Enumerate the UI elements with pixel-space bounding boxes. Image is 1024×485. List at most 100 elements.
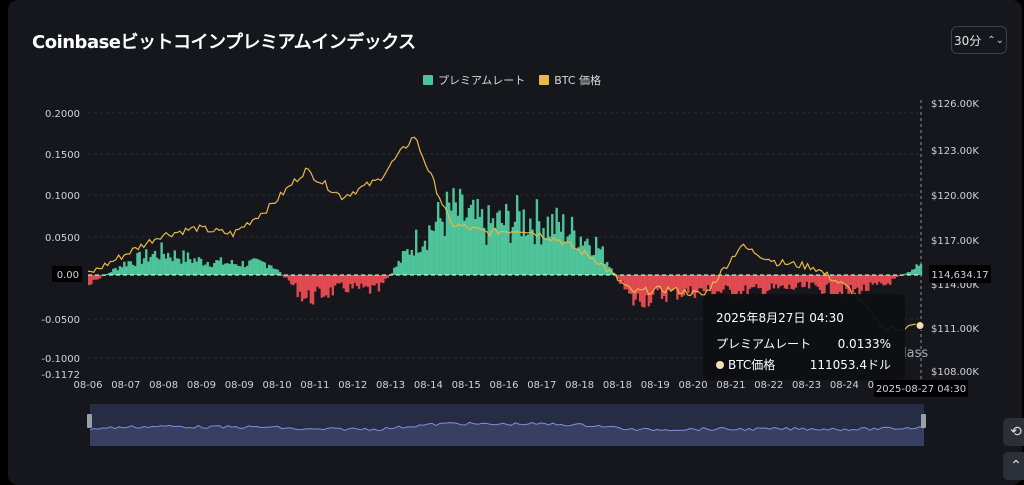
premium-bar [807, 275, 811, 289]
premium-bar [129, 261, 133, 275]
y-left-tick-label: 0.1500 [45, 150, 80, 161]
interval-label: 30分 [953, 33, 982, 48]
premium-bar [796, 275, 800, 283]
premium-bar [294, 275, 297, 284]
premium-bar [678, 275, 681, 295]
y-left-tick-label: 0.0500 [45, 233, 80, 244]
legend-item-premium[interactable]: プレミアムレート [422, 72, 525, 88]
legend-item-price[interactable]: BTC 価格 [539, 72, 601, 88]
tooltip-premium-label: プレミアムレート [716, 337, 811, 351]
premium-bar [186, 252, 190, 275]
premium-bar [717, 275, 721, 292]
premium-bar [243, 267, 247, 275]
x-tick-label: 08-07 [111, 380, 140, 391]
premium-bar [739, 275, 743, 298]
premium-bar [131, 264, 135, 275]
premium-bar [568, 234, 572, 275]
navigator-handle-right[interactable] [921, 414, 926, 428]
premium-bar [882, 275, 885, 286]
premium-bar [123, 261, 126, 275]
premium-bar [649, 275, 653, 303]
premium-bar [421, 246, 424, 275]
premium-bar [638, 275, 642, 302]
interval-select[interactable]: 30分 ⌃⌄ [951, 26, 1007, 54]
premium-bar [632, 275, 635, 306]
premium-bar [142, 258, 146, 275]
premium-bar [853, 275, 857, 289]
premium-bar [873, 275, 877, 283]
premium-bar [904, 273, 907, 275]
premium-bar [450, 210, 453, 275]
history-icon[interactable]: ⟲ [1003, 418, 1024, 446]
premium-bar [566, 236, 569, 275]
premium-bar [483, 227, 486, 275]
premium-bar [491, 218, 495, 275]
premium-bar [792, 275, 795, 290]
premium-bar [452, 188, 455, 275]
premium-bar [691, 275, 694, 295]
premium-bar [357, 275, 361, 289]
premium-bar [862, 275, 866, 285]
premium-bar [364, 275, 367, 286]
page-title: Coinbaseビットコインプレミアムインデックス [32, 32, 416, 53]
navigator-handle-left[interactable] [87, 414, 92, 428]
premium-bar [520, 236, 523, 275]
premium-bar [439, 218, 442, 275]
y-right-tick-label: $114.00K [931, 280, 979, 291]
premium-bar [94, 275, 97, 280]
premium-bar [735, 275, 738, 299]
premium-bar [399, 262, 403, 275]
premium-bar [261, 261, 264, 275]
premium-bar [526, 234, 530, 275]
premium-bar [540, 244, 543, 275]
premium-bar [794, 275, 798, 288]
x-tick-label: 08-09 [187, 380, 216, 391]
premium-bar [588, 245, 591, 275]
premium-bar [733, 275, 736, 296]
premium-bar [671, 275, 675, 291]
premium-bar [783, 275, 787, 289]
y-left-tick-label: -0.1172 [41, 370, 80, 381]
premium-bar [842, 275, 846, 285]
premium-bar [373, 275, 376, 286]
premium-bar [647, 275, 651, 307]
premium-bar [375, 275, 378, 284]
x-tick-label: 08-16 [489, 380, 518, 391]
premium-bar [777, 275, 780, 289]
premium-bar [660, 275, 664, 299]
premium-bar [654, 275, 657, 289]
premium-bar [838, 275, 841, 292]
premium-bar [158, 259, 161, 275]
premium-bar [149, 256, 152, 275]
premium-bar [320, 275, 324, 298]
x-tick-label: 08-21 [716, 380, 745, 391]
navigator-area [90, 422, 924, 446]
premium-bar [505, 203, 508, 275]
premium-bar [713, 275, 716, 295]
premium-bar [630, 275, 633, 294]
premium-bar [636, 275, 640, 294]
premium-bar [219, 257, 223, 275]
x-tick-label: 08-20 [679, 380, 708, 391]
chevron-updown-icon: ⌃⌄ [987, 34, 1005, 46]
crosshair-x-label-bg [874, 380, 968, 397]
premium-bar [511, 227, 514, 275]
zero-label-bg [52, 266, 82, 282]
premium-bar [748, 275, 752, 289]
legend-label-price: BTC 価格 [554, 74, 602, 87]
premium-bar [296, 275, 299, 298]
premium-bar [458, 188, 462, 275]
premium-bar [562, 214, 565, 275]
legend-swatch-premium [422, 75, 433, 85]
premium-bar [584, 241, 587, 275]
premium-bar [472, 199, 475, 275]
x-tick-label: 08-09 [225, 380, 254, 391]
x-tick-label: 08-14 [414, 380, 443, 391]
premium-bar [318, 275, 321, 289]
premium-bar [816, 275, 820, 287]
premium-bar [695, 275, 699, 293]
premium-bar [331, 275, 335, 296]
premium-bar [272, 268, 275, 275]
scroll-top-icon[interactable]: ⌃ [1003, 452, 1024, 480]
